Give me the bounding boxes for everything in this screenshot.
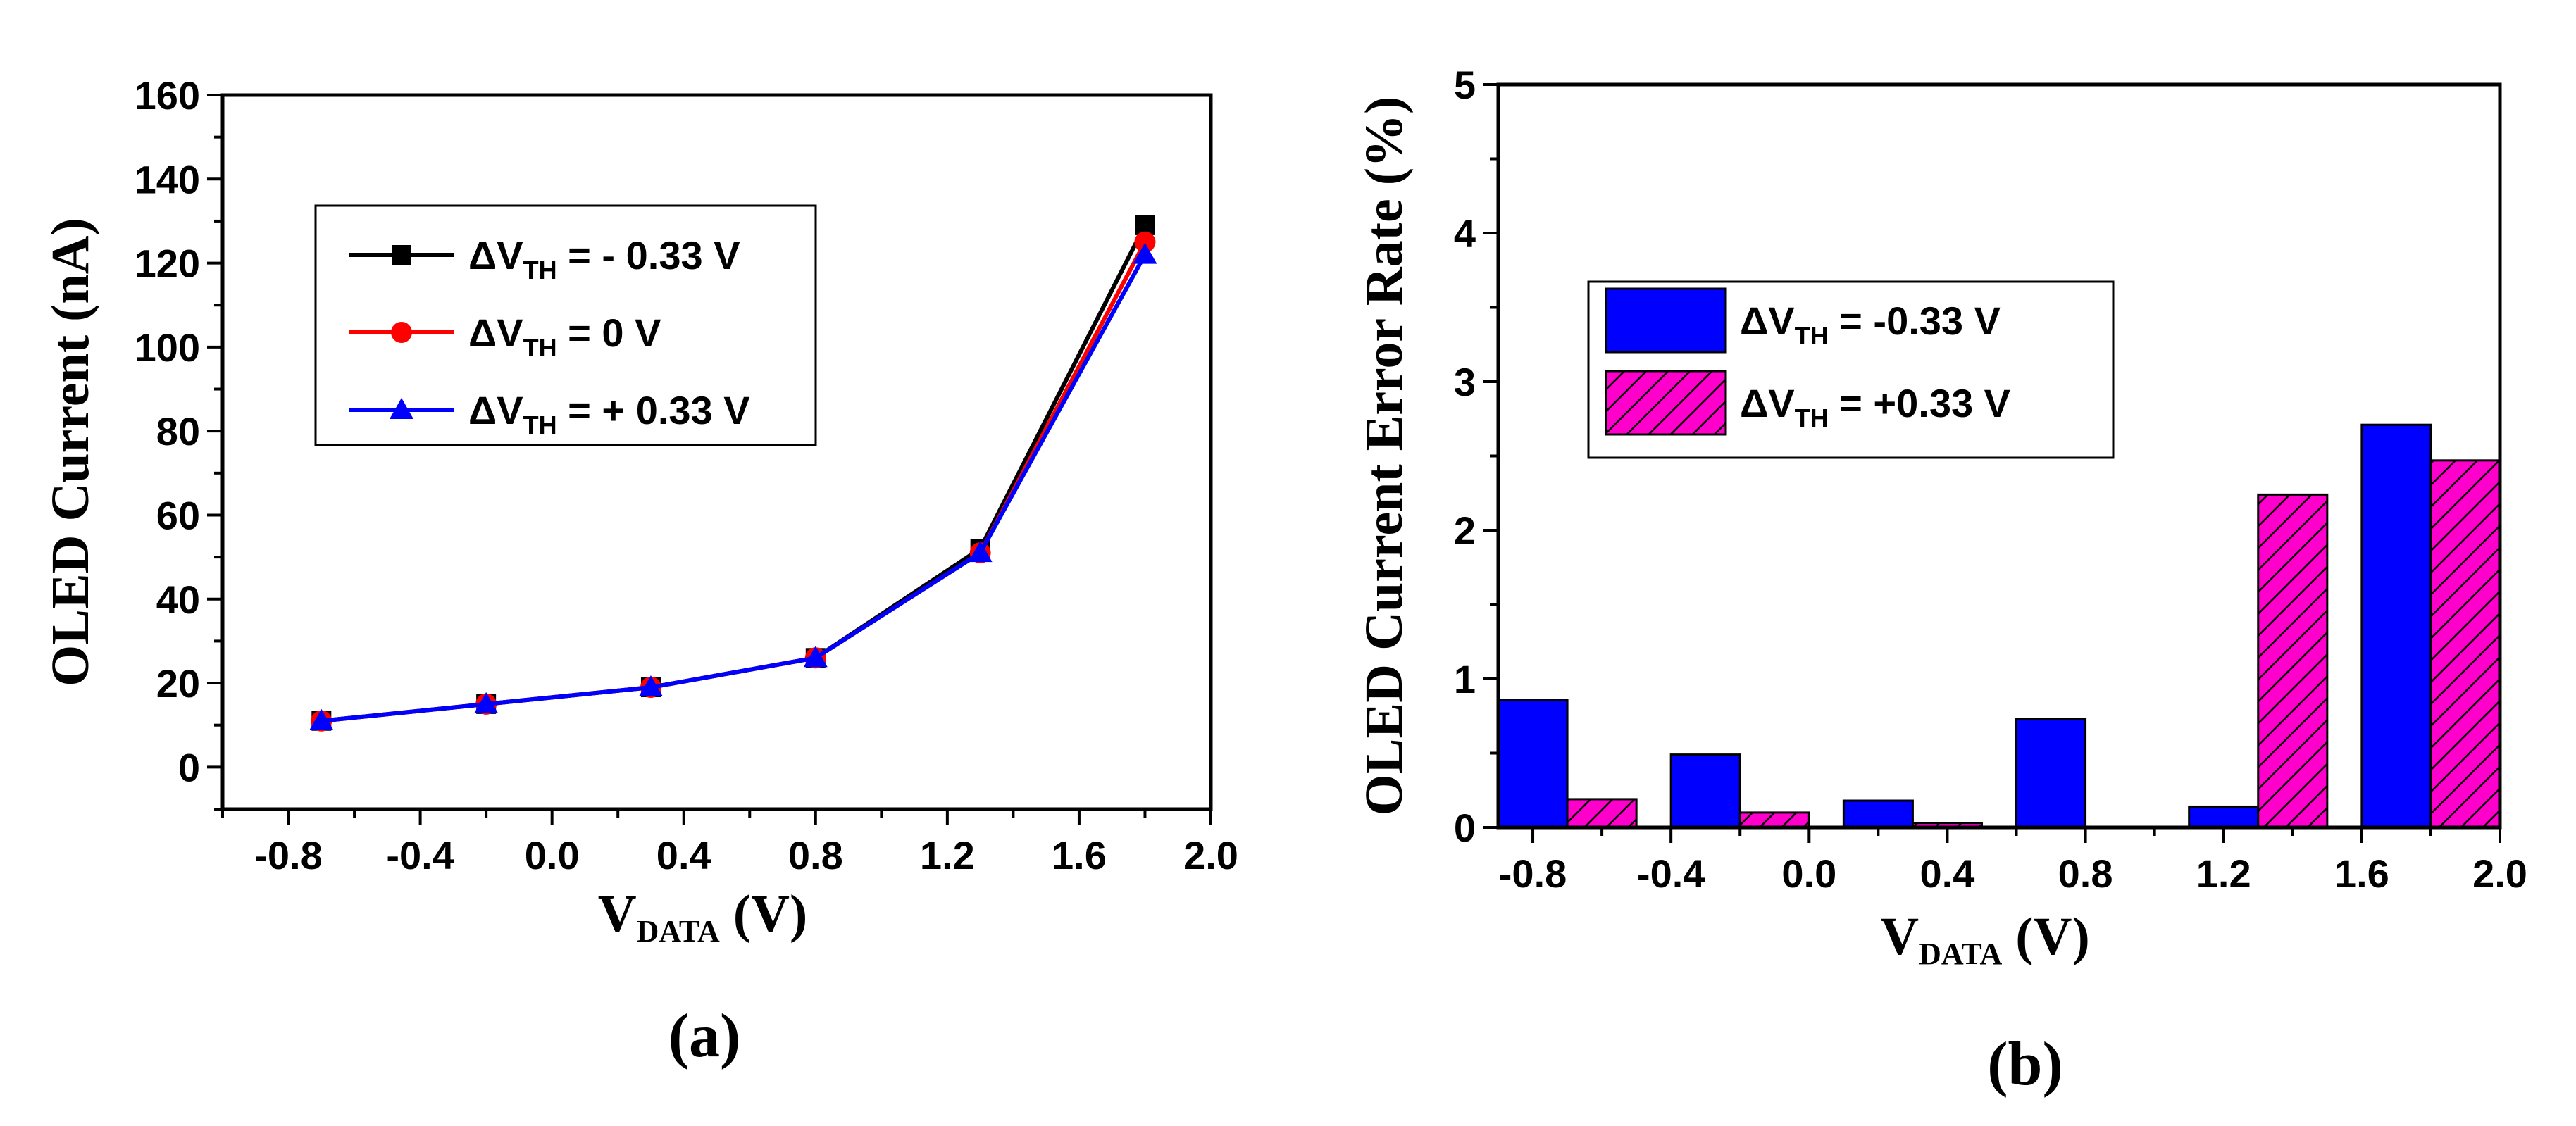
legend-marker — [392, 245, 411, 265]
x-tick-label: 2.0 — [2472, 851, 2527, 896]
x-tick-label: -0.8 — [1499, 851, 1567, 896]
legend: ΔVTH = - 0.33 V ΔVTH = 0 V ΔVTH = + 0.33 V — [314, 204, 817, 446]
y-tick-label: 1 — [1454, 657, 1476, 701]
legend-marker — [390, 398, 413, 419]
bar — [1497, 699, 1569, 829]
x-tick-label: -0.4 — [1637, 851, 1705, 896]
y-tick-label: 100 — [135, 325, 200, 370]
legend: ΔVTH = -0.33 V ΔVTH = +0.33 V — [1587, 280, 2115, 459]
x-axis-title: VDATA (V) — [1880, 907, 2090, 971]
series-1 — [1566, 459, 2501, 829]
data-point — [474, 692, 499, 713]
legend-marker — [391, 322, 412, 343]
y-tick-label: 3 — [1454, 360, 1476, 404]
bar — [1738, 811, 1810, 829]
x-tick-label: -0.8 — [254, 833, 323, 877]
y-tick-label: 40 — [156, 577, 200, 622]
data-point — [968, 541, 993, 563]
y-tick-label: 20 — [156, 661, 200, 706]
y-axis-title: OLED Current (nA) — [41, 218, 100, 687]
series-line — [321, 254, 1147, 723]
bar — [2360, 423, 2432, 829]
chart-panel-b: 0 1 2 3 4 5 -0.8 -0.4 0.0 0.4 0.8 1.2 1.6 2.0 OLED Cur… — [1355, 63, 2527, 1099]
y-tick-label: 60 — [156, 493, 200, 537]
x-tick-label: 0.8 — [788, 833, 843, 877]
legend-label: ΔVTH = + 0.33 V — [468, 388, 750, 439]
series-2 — [309, 242, 1157, 730]
y-tick-label: 0 — [178, 745, 200, 789]
x-tick-label: 1.2 — [920, 833, 975, 877]
x-tick-label: 1.6 — [1052, 833, 1107, 877]
legend-label: ΔVTH = -0.33 V — [1740, 299, 2001, 350]
y-tick-label: 2 — [1454, 508, 1476, 553]
data-point — [1133, 242, 1157, 264]
bar — [2188, 805, 2260, 829]
y-tick-label: 80 — [156, 409, 200, 453]
x-tick-label: 0.0 — [1781, 851, 1836, 896]
legend-label: ΔVTH = - 0.33 V — [468, 233, 740, 284]
bar — [1566, 798, 1638, 829]
y-tick-label: 5 — [1454, 63, 1476, 107]
plot-frame — [220, 93, 1213, 811]
x-tick-label: 1.6 — [2334, 851, 2389, 896]
data-point — [1134, 231, 1156, 253]
panel-label-b: (b) — [1987, 1030, 2063, 1099]
panel-label-a: (a) — [668, 1002, 741, 1070]
legend-swatch — [1605, 287, 1727, 354]
data-point — [638, 675, 663, 697]
data-point — [803, 646, 828, 668]
bar — [1842, 799, 1914, 829]
y-tick-label: 4 — [1454, 211, 1476, 256]
y-tick-label: 120 — [135, 242, 200, 286]
x-axis-title: VDATA (V) — [598, 884, 808, 949]
x-tick-label: 0.4 — [1920, 851, 1975, 896]
legend-label: ΔVTH = +0.33 V — [1740, 381, 2010, 432]
x-tick-label: 0.8 — [2058, 851, 2113, 896]
bar — [2257, 493, 2329, 829]
legend-swatch — [1605, 370, 1727, 436]
x-tick-label: 0.4 — [657, 833, 711, 877]
x-tick-label: -0.4 — [386, 833, 454, 877]
y-axis-title: OLED Current Error Rate (%) — [1355, 96, 1414, 816]
bar — [2429, 459, 2501, 829]
bar — [1669, 753, 1741, 829]
x-tick-label: 2.0 — [1183, 833, 1238, 877]
y-tick-label: 140 — [135, 157, 200, 201]
y-tick-label: 160 — [135, 73, 200, 118]
data-point — [309, 708, 334, 730]
bar — [2015, 718, 2087, 829]
chart-panel-a: 0 20 40 60 80 100 120 140 160 -0.8 -0.4 0.0 0.4 0.8 1.… — [41, 73, 1238, 1070]
x-tick-label: 0.0 — [525, 833, 580, 877]
y-tick-label: 0 — [1454, 806, 1476, 850]
legend-label: ΔVTH = 0 V — [468, 311, 661, 362]
x-tick-label: 1.2 — [2196, 851, 2251, 896]
